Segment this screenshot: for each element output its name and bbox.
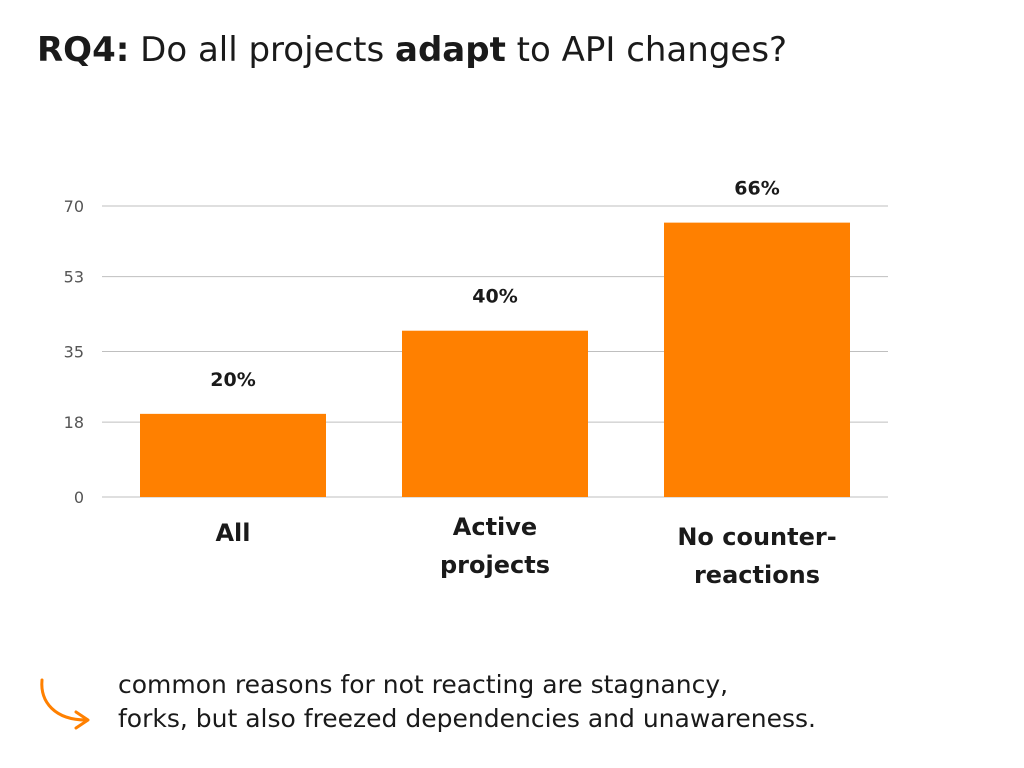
bar-0 — [140, 413, 326, 497]
title-emphasis: adapt — [395, 30, 506, 70]
title-prefix: RQ4: — [37, 30, 130, 70]
footnote-line-1: common reasons for not reacting are stag… — [118, 670, 729, 699]
y-tick-label-1: 18 — [64, 413, 84, 432]
curved-arrow-icon — [40, 678, 90, 730]
y-tick-label-4: 70 — [64, 197, 84, 216]
bar-chart: 0 18 35 53 70 20% All 40% Active projects 66% No co… — [64, 178, 888, 589]
category-label-1-0: Active — [453, 513, 537, 541]
footnote: common reasons for not reacting are stag… — [118, 668, 816, 736]
y-tick-label-0: 0 — [74, 488, 84, 507]
category-label-2-0: No counter- — [677, 523, 836, 551]
category-label-2-1: reactions — [694, 561, 820, 589]
category-label-1-1: projects — [440, 551, 550, 579]
title-part2: to API changes? — [505, 30, 788, 70]
category-label-0-0: All — [215, 519, 250, 547]
y-tick-label-2: 35 — [64, 343, 84, 362]
title-part1: Do all projects — [129, 30, 396, 70]
bar-2 — [664, 222, 850, 497]
bar-1 — [402, 330, 588, 497]
data-label-2: 66% — [734, 178, 779, 200]
data-label-0: 20% — [210, 369, 255, 391]
data-label-1: 40% — [472, 286, 517, 308]
footnote-line-2: forks, but also freezed dependencies and… — [118, 704, 816, 733]
slide-title: RQ4: Do all projects adapt to API change… — [37, 30, 787, 70]
y-tick-label-3: 53 — [64, 268, 84, 287]
